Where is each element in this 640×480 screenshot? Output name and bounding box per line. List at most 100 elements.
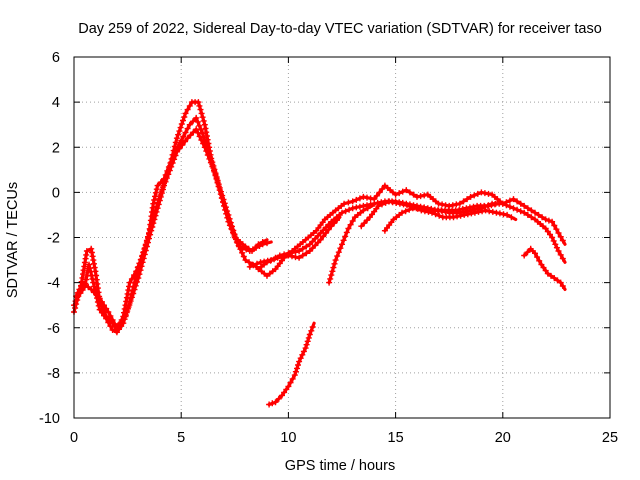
data-point	[200, 140, 207, 147]
data-point	[203, 148, 210, 155]
y-tick-label: 0	[52, 185, 60, 201]
data-point	[197, 106, 204, 113]
data-point	[534, 254, 541, 261]
data-point	[550, 237, 557, 244]
data-point	[342, 233, 349, 240]
x-axis-label: GPS time / hours	[285, 458, 395, 474]
data-point	[138, 263, 145, 270]
series-track-7	[381, 201, 501, 234]
data-point	[209, 163, 216, 170]
data-point	[140, 255, 147, 262]
data-point	[325, 226, 332, 233]
data-point	[496, 210, 503, 217]
data-point	[555, 230, 562, 236]
data-point	[285, 252, 292, 259]
data-point	[135, 275, 142, 282]
data-point	[320, 233, 327, 240]
data-point	[146, 235, 152, 242]
data-point	[414, 193, 420, 200]
data-point	[86, 261, 92, 268]
data-point	[339, 241, 345, 248]
data-point	[74, 297, 81, 304]
data-point	[364, 194, 370, 201]
data-point	[328, 223, 335, 230]
data-point	[549, 234, 556, 241]
data-point	[551, 222, 558, 229]
data-point	[557, 251, 564, 258]
data-point	[78, 283, 84, 289]
data-point	[123, 309, 130, 316]
y-tick-label: -6	[47, 321, 60, 337]
data-point	[305, 334, 312, 341]
data-point	[535, 211, 542, 218]
data-point	[134, 278, 140, 285]
data-point	[107, 323, 114, 330]
data-point	[356, 195, 363, 202]
data-point	[223, 210, 230, 217]
data-point	[328, 272, 335, 279]
data-point	[128, 294, 135, 301]
data-point	[343, 229, 350, 236]
data-point	[88, 286, 95, 293]
data-point	[88, 272, 95, 279]
data-point	[143, 243, 150, 250]
data-point	[489, 208, 496, 215]
data-point	[142, 247, 149, 254]
data-point	[329, 268, 336, 275]
data-point	[204, 152, 211, 158]
data-point	[464, 196, 471, 203]
data-point	[294, 365, 300, 372]
data-point	[552, 241, 559, 248]
data-point	[150, 220, 157, 227]
data-point	[532, 250, 538, 257]
data-point	[220, 199, 226, 205]
data-point	[130, 290, 137, 297]
data-point	[236, 243, 243, 250]
data-point	[96, 295, 103, 302]
data-point	[296, 358, 303, 365]
data-point	[514, 198, 521, 205]
data-point	[331, 220, 338, 227]
data-point	[439, 201, 446, 208]
data-point	[467, 193, 474, 200]
data-point	[524, 249, 531, 256]
data-point	[141, 251, 148, 258]
data-point	[521, 202, 528, 209]
data-point	[349, 198, 356, 205]
data-point	[181, 114, 188, 120]
axis-ticks: 0 5 10 15 20 25 -10 -8 -6 -4 -2 0 2 4 6	[39, 50, 618, 446]
data-point	[264, 259, 270, 266]
data-point	[126, 302, 133, 308]
data-point	[242, 257, 249, 264]
data-point	[145, 239, 151, 246]
data-point	[464, 211, 471, 218]
data-point	[86, 265, 93, 272]
data-point	[504, 211, 511, 218]
data-point	[95, 302, 102, 309]
x-tick-label: 25	[602, 430, 618, 446]
data-point	[229, 226, 236, 233]
data-point	[213, 175, 220, 182]
data-point	[163, 175, 170, 182]
data-point	[89, 253, 96, 260]
data-point	[176, 145, 183, 152]
data-point	[182, 138, 188, 145]
data-point	[179, 142, 186, 148]
data-point	[206, 155, 213, 162]
data-point	[332, 257, 339, 264]
data-point	[136, 271, 143, 278]
data-point	[392, 191, 399, 198]
data-point	[124, 290, 131, 297]
data-point	[371, 200, 378, 207]
data-point	[72, 305, 79, 311]
data-point	[180, 117, 186, 124]
data-point	[399, 209, 405, 216]
data-point	[528, 214, 535, 221]
data-point	[322, 230, 329, 236]
data-point	[127, 298, 134, 305]
data-point	[105, 319, 112, 326]
data-point	[152, 193, 158, 200]
data-point	[302, 345, 309, 352]
x-tick-label: 20	[495, 430, 511, 446]
data-point	[488, 202, 495, 209]
